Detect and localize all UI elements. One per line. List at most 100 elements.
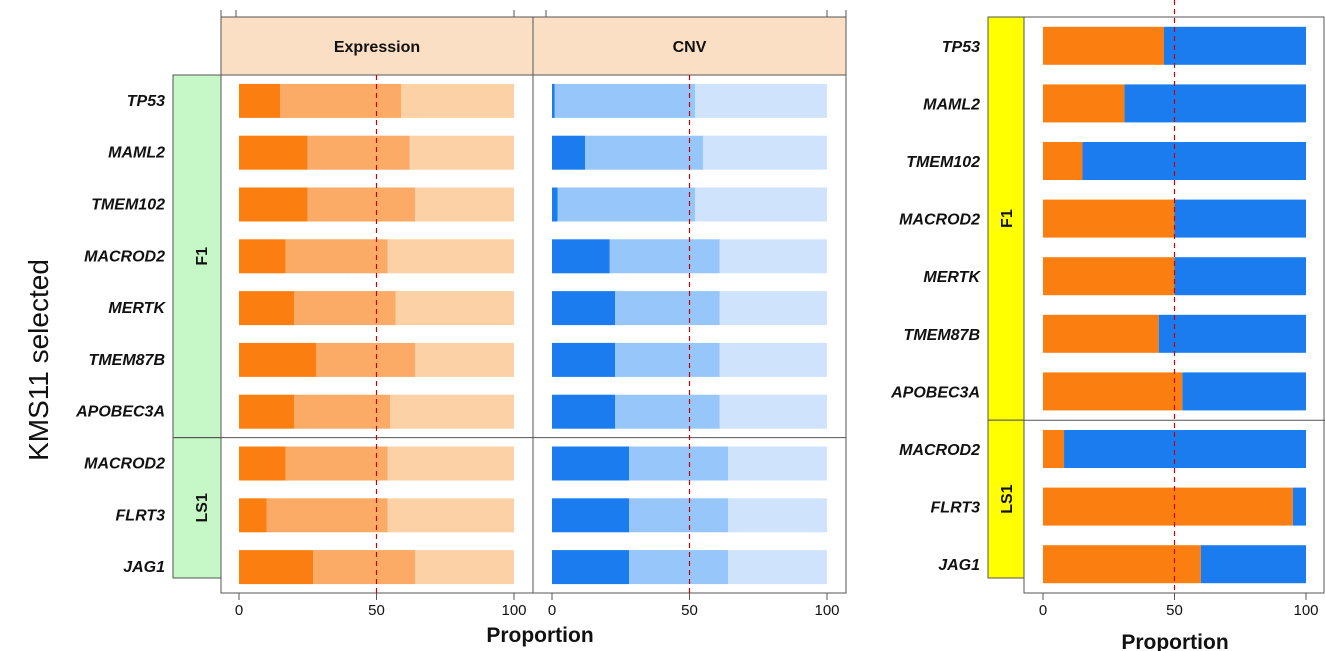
gene-label: JAG1 bbox=[938, 557, 980, 574]
bar-segment bbox=[1174, 257, 1306, 296]
bar-segment bbox=[415, 550, 514, 585]
bar-segment bbox=[1043, 257, 1175, 296]
bar-segment bbox=[585, 135, 704, 170]
gene-label: JAG1 bbox=[123, 559, 165, 576]
bar-segment bbox=[401, 83, 514, 118]
x-tick-label: 0 bbox=[235, 602, 243, 619]
gene-label: FLRT3 bbox=[116, 507, 166, 524]
x-tick-label: 100 bbox=[814, 602, 839, 619]
panel-strip-label: Expression bbox=[334, 39, 420, 56]
bar-segment bbox=[552, 550, 629, 585]
gene-label: TMEM102 bbox=[906, 154, 980, 171]
bar-segment bbox=[728, 550, 827, 585]
bar-segment bbox=[307, 135, 410, 170]
x-tick-label: 50 bbox=[368, 602, 385, 619]
bar-segment bbox=[629, 446, 728, 481]
bar-segment bbox=[1082, 142, 1306, 180]
gene-label: APOBEC3A bbox=[75, 404, 165, 421]
bar-segment bbox=[1043, 26, 1164, 65]
bar-segment bbox=[552, 291, 616, 326]
bar-segment bbox=[285, 446, 388, 481]
bar-segment bbox=[728, 498, 827, 533]
bar-segment bbox=[728, 446, 827, 481]
gene-label: MAML2 bbox=[923, 96, 980, 113]
group-label: F1 bbox=[194, 247, 211, 266]
bar-segment bbox=[615, 394, 720, 429]
bar-segment bbox=[1043, 314, 1159, 353]
bar-segment bbox=[1064, 430, 1306, 468]
bar-segment bbox=[1163, 26, 1306, 65]
bar-segment bbox=[239, 394, 294, 429]
bar-segment bbox=[239, 291, 294, 326]
bar-segment bbox=[615, 291, 720, 326]
bar-segment bbox=[1043, 142, 1083, 180]
bar-segment bbox=[1043, 545, 1201, 584]
gene-label: MACROD2 bbox=[84, 248, 165, 265]
x-tick-label: 100 bbox=[501, 602, 526, 619]
panel-strip bbox=[220, 16, 534, 76]
x-tick-label: 50 bbox=[681, 602, 698, 619]
bar-segment bbox=[313, 550, 415, 585]
group-strip bbox=[172, 74, 222, 439]
bar-segment bbox=[280, 83, 402, 118]
bar-segment bbox=[1174, 199, 1306, 238]
x-axis-label: Proportion bbox=[1121, 631, 1228, 651]
bar-segment bbox=[415, 342, 514, 377]
group-strip bbox=[987, 419, 1025, 579]
bar-segment bbox=[552, 342, 616, 377]
gene-label: TP53 bbox=[942, 39, 980, 56]
bar-segment bbox=[552, 446, 629, 481]
panel-strip-label: CNV bbox=[673, 39, 707, 56]
x-tick-label: 0 bbox=[1039, 602, 1047, 619]
bar-segment bbox=[1200, 545, 1306, 584]
bar-segment bbox=[552, 187, 558, 222]
bar-segment bbox=[266, 498, 388, 533]
bar-segment bbox=[719, 291, 827, 326]
bar-segment bbox=[719, 342, 827, 377]
bar-segment bbox=[554, 83, 695, 118]
bar-segment bbox=[552, 498, 629, 533]
gene-label: MAML2 bbox=[108, 145, 165, 162]
bar-segment bbox=[239, 446, 286, 481]
gene-label: MERTK bbox=[923, 269, 981, 286]
bar-segment bbox=[719, 239, 827, 274]
bar-segment bbox=[629, 498, 728, 533]
bar-segment bbox=[409, 135, 514, 170]
bar-segment bbox=[695, 187, 827, 222]
bar-segment bbox=[552, 83, 555, 118]
bar-segment bbox=[239, 550, 314, 585]
bar-segment bbox=[615, 342, 720, 377]
bar-segment bbox=[1182, 372, 1306, 411]
group-strip bbox=[172, 437, 222, 579]
bar-segment bbox=[239, 83, 281, 118]
bar-segment bbox=[387, 239, 514, 274]
group-label: LS1 bbox=[194, 493, 211, 522]
bar-segment bbox=[1124, 84, 1306, 123]
bar-segment bbox=[557, 187, 695, 222]
bar-segment bbox=[552, 239, 610, 274]
gene-label: TMEM102 bbox=[91, 197, 165, 214]
bar-segment bbox=[1043, 372, 1183, 411]
bar-segment bbox=[387, 498, 514, 533]
gene-label: TP53 bbox=[127, 93, 165, 110]
bar-segment bbox=[1043, 430, 1065, 468]
bar-segment bbox=[294, 394, 391, 429]
gene-label: TMEM87B bbox=[89, 352, 165, 369]
gene-label: MERTK bbox=[108, 300, 166, 317]
x-axis-label: Proportion bbox=[486, 624, 593, 647]
bar-segment bbox=[239, 135, 308, 170]
bar-segment bbox=[239, 239, 286, 274]
bar-segment bbox=[395, 291, 514, 326]
bar-segment bbox=[239, 187, 308, 222]
bar-segment bbox=[1043, 199, 1175, 238]
bar-segment bbox=[415, 187, 514, 222]
bar-segment bbox=[1158, 314, 1306, 353]
right-chart: F1 LS1 TP53 MAML2 TMEM102 MACROD2 MERTK TMEM87B… bbox=[890, 0, 1325, 651]
group-label: F1 bbox=[999, 209, 1016, 228]
gene-label: APOBEC3A bbox=[890, 384, 980, 401]
bar-segment bbox=[1043, 84, 1125, 123]
bar-segment bbox=[239, 498, 267, 533]
gene-label: MACROD2 bbox=[899, 212, 980, 229]
bar-segment bbox=[703, 135, 827, 170]
